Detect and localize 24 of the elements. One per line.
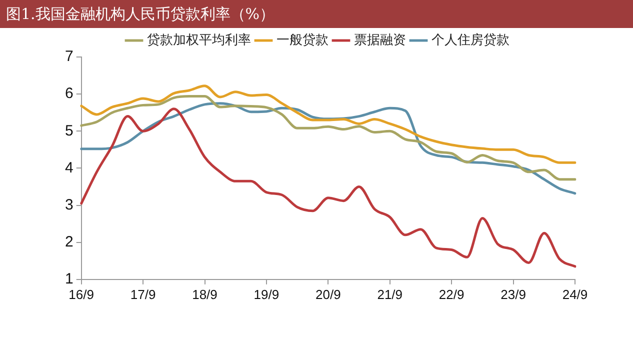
chart-title: 图1.我国金融机构人民币贷款利率（%） — [0, 0, 633, 28]
y-tick-label: 3 — [65, 196, 74, 214]
x-tick-label: 18/9 — [192, 286, 218, 302]
y-tick-label: 4 — [65, 159, 74, 176]
x-tick-label: 24/9 — [562, 286, 588, 302]
y-tick-label: 6 — [65, 85, 74, 102]
x-tick-label: 16/9 — [68, 286, 94, 302]
x-tick-label: 22/9 — [438, 286, 464, 302]
y-tick-label: 1 — [65, 270, 74, 288]
x-tick-label: 19/9 — [254, 286, 280, 302]
line-series — [80, 108, 576, 268]
y-tick-label: 2 — [65, 233, 74, 250]
line-series — [80, 95, 576, 181]
legend-label: 一般贷款 — [276, 32, 328, 48]
line-series — [80, 84, 576, 164]
y-tick-label: 5 — [65, 122, 74, 140]
x-tick-label: 21/9 — [377, 286, 403, 302]
x-tick-label: 20/9 — [316, 286, 341, 302]
x-tick-label: 17/9 — [130, 286, 156, 302]
x-tick-label: 23/9 — [500, 286, 526, 302]
legend-label: 票据融资 — [354, 32, 406, 48]
y-tick-label: 7 — [65, 48, 74, 66]
legend-label: 个人住房贷款 — [432, 32, 510, 48]
legend-label: 贷款加权平均利率 — [147, 32, 251, 48]
